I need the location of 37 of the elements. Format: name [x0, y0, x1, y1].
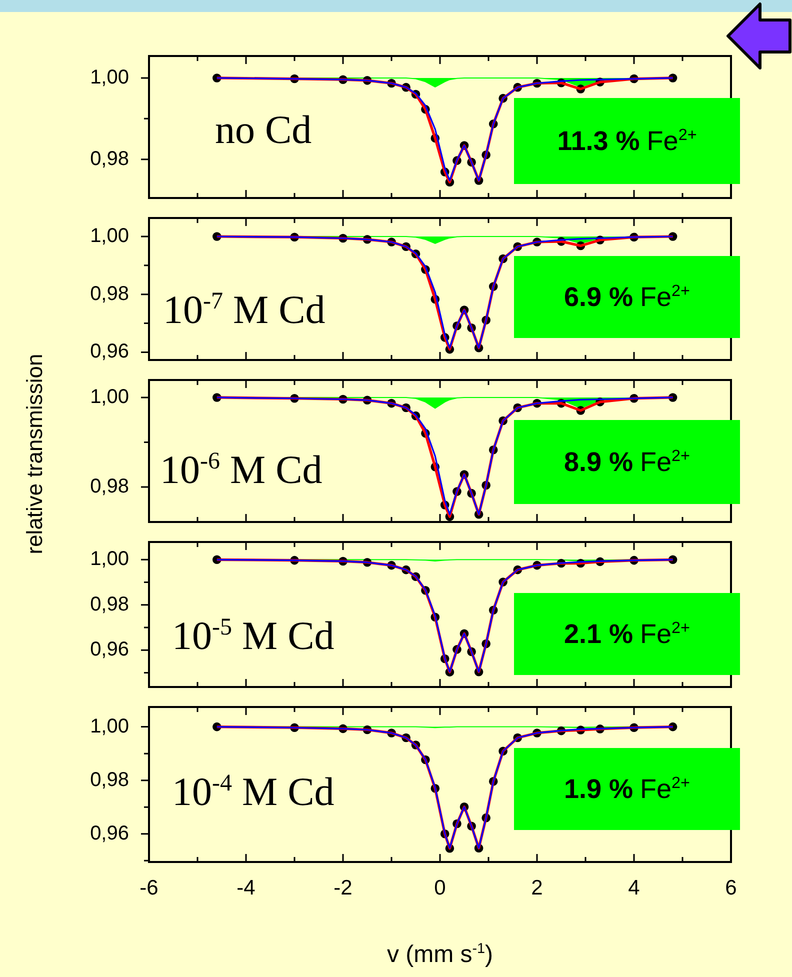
- y-tick-label: 1,00: [90, 66, 129, 88]
- annotation: no Cd: [215, 107, 312, 152]
- annotation: 6.9 % Fe$^{2+}$: [564, 282, 690, 312]
- y-axis-title: relative transmission: [22, 354, 48, 554]
- x-axis-title: v (mm s$^{-1}$): [386, 941, 494, 969]
- x-tick-label: 4: [628, 876, 640, 900]
- text-box: 2.1 % Fe$^{2+}$: [514, 593, 740, 675]
- annotation: 10$^{-6}$ M Cd: [160, 447, 322, 492]
- annotation: 1.9 % Fe$^{2+}$: [564, 774, 690, 804]
- annotation: 8.9 % Fe$^{2+}$: [564, 446, 690, 478]
- y-tick-label: 0,98: [90, 148, 129, 170]
- y-tick-label: 1,00: [90, 548, 129, 570]
- x-tick-label: -2: [334, 876, 352, 900]
- annotation: 11.3 % Fe$^{2+}$: [557, 126, 697, 156]
- x-tick-label: 6: [725, 876, 737, 900]
- y-tick-label: 1,00: [90, 225, 129, 248]
- y-tick-label: 0,96: [90, 638, 129, 661]
- text-box: 6.9 % Fe$^{2+}$: [514, 256, 740, 338]
- annotation: 2.1 % Fe$^{2+}$: [564, 618, 690, 650]
- text-box: 1.9 % Fe$^{2+}$: [514, 748, 740, 830]
- y-tick-label: 0,96: [90, 822, 129, 844]
- y-tick-label: 0,98: [90, 476, 129, 498]
- y-tick-label: 0,98: [90, 593, 129, 616]
- annotation: 10$^{-5}$ M Cd: [172, 613, 334, 658]
- y-tick-label: 0,96: [90, 340, 129, 363]
- annotation: 10$^{-7}$ M Cd: [163, 287, 326, 332]
- text-box: 11.3 % Fe$^{2+}$: [514, 98, 740, 184]
- x-tick-label: 0: [434, 876, 446, 900]
- x-tick-label: -6: [140, 876, 158, 900]
- y-tick-label: 0,98: [90, 282, 129, 305]
- y-tick-label: 1,00: [90, 715, 129, 738]
- x-tick-label: -4: [236, 876, 256, 900]
- x-tick-label: 2: [531, 876, 543, 900]
- y-tick-label: 1,00: [90, 386, 129, 408]
- y-tick-label: 0,98: [90, 768, 129, 791]
- annotation: 10$^{-4}$ M Cd: [172, 769, 334, 814]
- text-box: 8.9 % Fe$^{2+}$: [514, 420, 740, 504]
